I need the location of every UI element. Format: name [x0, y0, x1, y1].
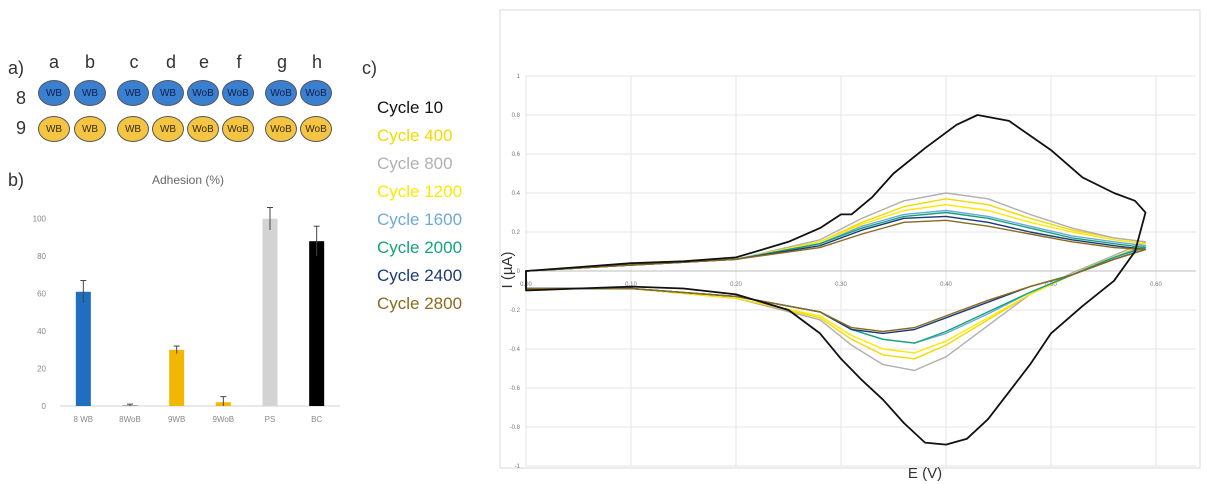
cv-series-cycle-800 — [525, 192, 1147, 372]
bar-y-tick-label: 40 — [37, 327, 46, 336]
bar-ps — [262, 218, 278, 406]
bar-bc — [309, 241, 325, 406]
legend-cycle-2400: Cycle 2400 — [377, 266, 463, 285]
well-9g: WoB — [265, 116, 297, 142]
column-label: g — [276, 52, 287, 72]
legend-cycle-2000: Cycle 2000 — [377, 238, 463, 257]
column-label: h — [311, 52, 322, 72]
well-8f: WoB — [222, 80, 254, 106]
legend-cycle-2800: Cycle 2800 — [377, 294, 463, 313]
well-plate: a b c d e f g h 8 9 WB WB WB WB WoB WoB … — [0, 0, 360, 160]
legend-cycle-1200: Cycle 1200 — [377, 182, 463, 201]
cv-y-tick-label: 0.8 — [512, 113, 521, 119]
column-label: c — [129, 52, 139, 72]
panel-c-label: c) — [362, 58, 377, 78]
cv-x-tick-label: 0.20 — [730, 282, 742, 288]
cv-series-cycle-2800 — [525, 219, 1147, 333]
cv-x-tick-label: 0.40 — [940, 282, 952, 288]
bar-category-label: PS — [265, 415, 276, 424]
well-8b: WB — [74, 80, 106, 106]
legend-cycle-800: Cycle 800 — [377, 154, 453, 173]
bar-y-tick-label: 60 — [37, 290, 46, 299]
bar-y-tick-label: 100 — [33, 215, 47, 224]
column-label: b — [84, 52, 95, 72]
column-label: d — [165, 52, 176, 72]
cv-x-tick-label: 0.10 — [625, 282, 637, 288]
well-9f: WoB — [222, 116, 254, 142]
cv-y-tick-label: 0.2 — [512, 230, 521, 236]
bar-chart-title: Adhesion (%) — [152, 173, 224, 187]
well-9d: WB — [152, 116, 184, 142]
well-9a: WB — [38, 116, 70, 142]
bar-y-tick-label: 80 — [37, 252, 46, 261]
row-label-8: 8 — [16, 88, 27, 108]
cv-y-tick-label: -0.2 — [510, 308, 521, 314]
cv-y-tick-label: 0 — [517, 269, 521, 275]
well-8c: WB — [117, 80, 149, 106]
bar-9wb — [169, 349, 185, 406]
well-9h: WoB — [300, 116, 332, 142]
column-label: f — [236, 52, 242, 72]
cv-y-tick-label: -0.6 — [510, 386, 521, 392]
well-9b: WB — [74, 116, 106, 142]
cv-x-tick-label: 0.60 — [1150, 282, 1162, 288]
well-8e: WoB — [187, 80, 219, 106]
cv-y-tick-label: -0.4 — [510, 347, 521, 353]
bar-category-label: 8 WB — [74, 415, 94, 424]
well-8g: WoB — [265, 80, 297, 106]
cv-y-tick-label: -0.8 — [510, 425, 521, 431]
cv-y-tick-label: 0.4 — [512, 191, 521, 197]
cv-y-tick-label: -1 — [515, 464, 521, 470]
bar-y-tick-label: 0 — [42, 402, 47, 411]
cyclic-voltammetry-chart: E (V) I (µA) 10.80.60.40.20-0.2-0.4-0.6-… — [499, 9, 1201, 482]
panel-a-label: a) — [8, 58, 25, 78]
column-label: e — [198, 52, 209, 72]
bar-category-label: 9WB — [168, 415, 185, 424]
panel-b-label: b) — [8, 170, 25, 190]
legend-cycle-400: Cycle 400 — [377, 126, 453, 145]
well-8h: WoB — [300, 80, 332, 106]
bar-category-label: 9WoB — [213, 415, 235, 424]
cv-ylabel: I (µA) — [499, 252, 516, 289]
well-9c: WB — [117, 116, 149, 142]
legend-cycle-1600: Cycle 1600 — [377, 210, 463, 229]
column-label: a — [48, 52, 59, 72]
bar-category-label: 8WoB — [119, 415, 141, 424]
legend-cycle-10: Cycle 10 — [377, 98, 444, 117]
cv-y-tick-label: 1 — [517, 74, 521, 80]
bar-8-wb — [75, 291, 91, 406]
adhesion-bar-chart: Adhesion (%) 0 20 40 60 80 100 8 WB 8WoB 9WB 9WoB… — [33, 173, 340, 424]
bar-category-label: BC — [311, 415, 322, 424]
well-8a: WB — [38, 80, 70, 106]
bar-y-tick-label: 20 — [37, 365, 46, 374]
cv-series-cycle-10 — [525, 114, 1147, 446]
well-9e: WoB — [187, 116, 219, 142]
well-8d: WB — [152, 80, 184, 106]
cv-xlabel: E (V) — [908, 465, 942, 482]
row-label-9: 9 — [16, 118, 27, 138]
cv-x-tick-label: 0.30 — [835, 282, 847, 288]
cv-y-tick-label: 0.6 — [512, 152, 521, 158]
